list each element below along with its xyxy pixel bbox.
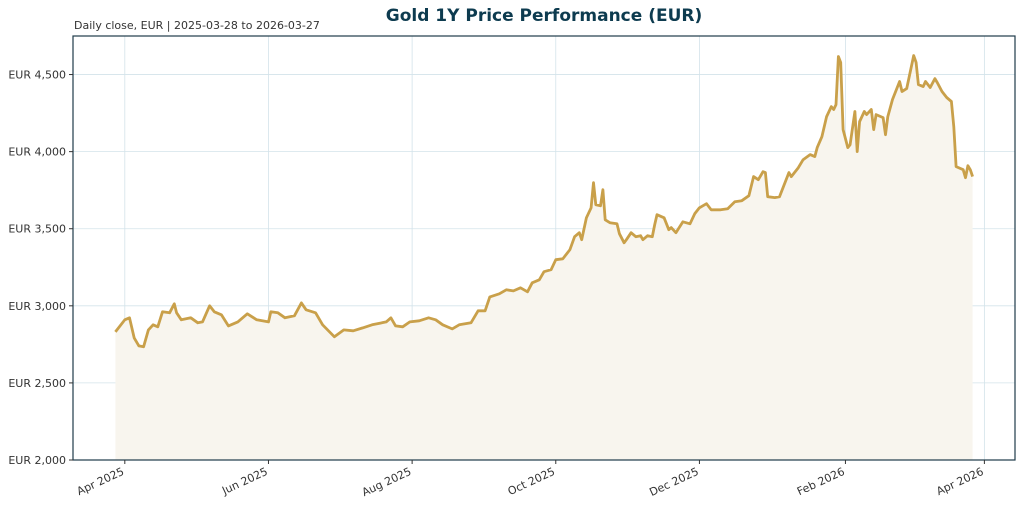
x-tick-label: Feb 2026 — [795, 465, 847, 498]
y-tick-label: EUR 3,000 — [8, 300, 66, 313]
chart-title: Gold 1Y Price Performance (EUR) — [386, 6, 703, 26]
chart-subtitle: Daily close, EUR | 2025-03-28 to 2026-03… — [74, 19, 320, 32]
y-tick-label: EUR 4,500 — [8, 69, 66, 82]
x-tick-label: Oct 2025 — [506, 465, 557, 498]
y-tick-label: EUR 2,000 — [8, 454, 66, 467]
x-tick-label: Aug 2025 — [360, 465, 414, 499]
y-axis: EUR 2,000 EUR 2,500 EUR 3,000 EUR 3,500 EUR … — [8, 69, 73, 467]
plot-frame — [72, 35, 1016, 461]
y-tick-label: EUR 3,500 — [8, 223, 66, 236]
price-line — [114, 54, 974, 349]
x-axis: Apr 2025 Jun 2025 Aug 2025 Oct 2025 Dec 2025… — [75, 460, 986, 499]
y-tick-label: EUR 2,500 — [8, 377, 66, 390]
y-tick-label: EUR 4,000 — [8, 146, 66, 159]
price-area-fill — [115, 55, 973, 460]
x-tick-label: Apr 2025 — [75, 465, 126, 498]
x-tick-label: Dec 2025 — [647, 465, 700, 499]
x-tick-label: Jun 2025 — [219, 465, 270, 498]
x-tick-label: Apr 2026 — [934, 465, 985, 498]
